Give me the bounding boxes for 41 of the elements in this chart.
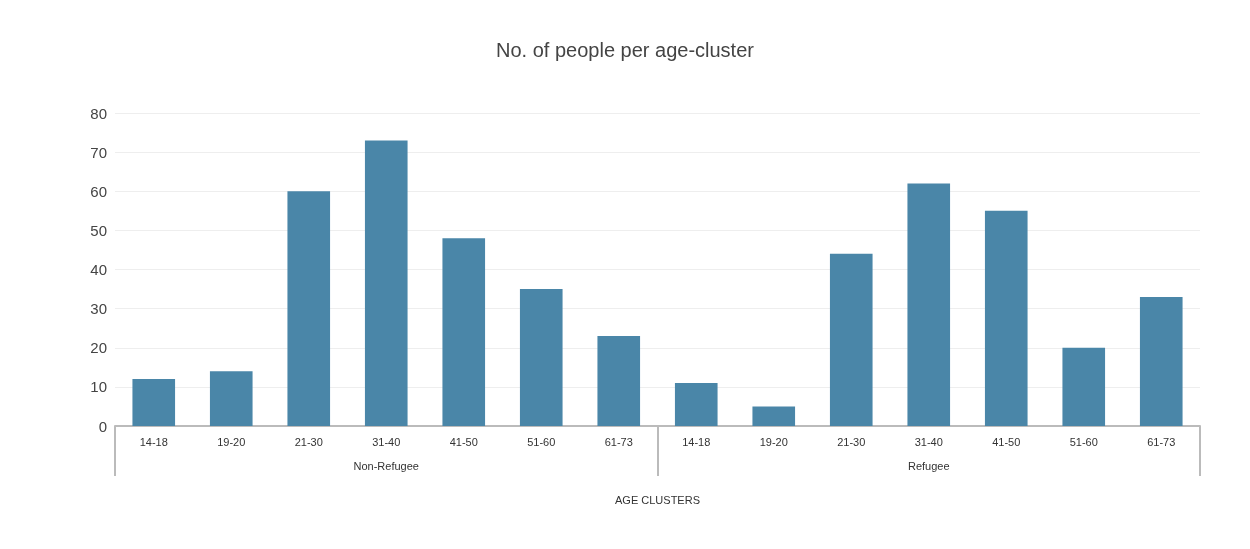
- bar: [907, 183, 951, 426]
- text: Refugee: [907, 459, 950, 472]
- x-tick-label: 41-50: [449, 435, 478, 448]
- y-tick-label: 0: [98, 417, 107, 435]
- x-tick-label: 19-20: [217, 435, 246, 448]
- bar: [1139, 296, 1183, 426]
- y-tick-label: 40: [90, 261, 107, 278]
- bar: [674, 382, 718, 426]
- y-tick-label: 80: [90, 104, 107, 122]
- x-tick-label: 61-73: [1147, 435, 1176, 448]
- y-tick-label: 50: [90, 221, 107, 239]
- bar: [829, 253, 873, 426]
- bar: [1062, 347, 1106, 426]
- x-tick-label: 41-50: [992, 435, 1021, 448]
- x-tick-label: 51-60: [527, 435, 556, 448]
- bar: [984, 210, 1028, 426]
- y-tick-label: 70: [90, 143, 107, 161]
- bar: [209, 371, 253, 426]
- y-tick-label: 10: [90, 378, 107, 396]
- y-tick-label: 30: [90, 300, 107, 318]
- x-tick-label: 21-30: [294, 435, 323, 448]
- bar: [752, 406, 796, 426]
- bar: [597, 336, 641, 426]
- bar: [442, 238, 486, 426]
- y-tick-label: 60: [90, 182, 107, 200]
- y-tick-label: 20: [90, 339, 107, 357]
- bar: [519, 289, 563, 426]
- x-tick-label: 14-18: [682, 435, 711, 448]
- x-tick-label: 61-73: [604, 435, 633, 448]
- bar: [364, 140, 408, 426]
- x-tick-label: 21-30: [837, 435, 866, 448]
- x-tick-label: 19-20: [759, 435, 788, 448]
- x-axis-title: AGE CLUSTERS: [615, 493, 700, 506]
- text: Non-Refugee: [353, 459, 419, 472]
- x-tick-label: 31-40: [372, 435, 401, 448]
- bar: [287, 191, 331, 426]
- bar: [132, 379, 176, 426]
- x-tick-label: 51-60: [1069, 435, 1098, 448]
- chart-title: No. of people per age-cluster: [496, 39, 755, 61]
- x-tick-label: 31-40: [914, 435, 943, 448]
- x-tick-label: 14-18: [139, 435, 168, 448]
